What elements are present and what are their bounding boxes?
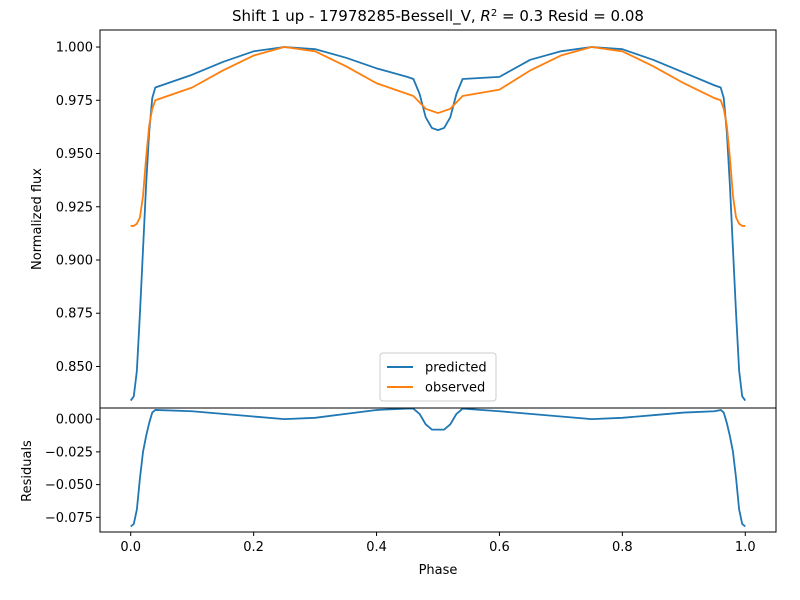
residuals-plot-frame [99, 407, 777, 533]
residuals-plot-panel: −0.075 −0.050 −0.025 0.000 0.0 0.2 0.4 0.6 0.8 1… [20, 407, 777, 578]
chart-title: Shift 1 up - 17978285-Bessell_V, R2 = 0.… [232, 7, 644, 26]
residuals-y-tick-label: −0.050 [45, 478, 93, 493]
residuals-y-tick-label: −0.075 [45, 511, 93, 526]
main-y-tick-label: 0.975 [56, 94, 93, 109]
x-tick-label: 0.0 [120, 540, 141, 555]
legend-predicted-label: predicted [425, 361, 487, 376]
x-tick-label: 0.6 [489, 540, 510, 555]
residuals-y-tick-label: −0.025 [45, 445, 93, 460]
x-tick-label: 0.4 [366, 540, 387, 555]
main-y-tick-label: 0.925 [56, 200, 93, 215]
series-line-observed [130, 46, 746, 227]
residual-line [130, 407, 746, 528]
residuals-y-tick-label: 0.000 [56, 413, 93, 428]
series-line-predicted [129, 46, 747, 402]
legend-box [379, 352, 497, 402]
main-y-tick-label: 1.000 [56, 41, 93, 56]
main-y-tick-label: 0.875 [56, 307, 93, 322]
residuals-y-axis-label: Residuals [20, 440, 35, 502]
main-y-axis-label: Normalized flux [30, 168, 45, 270]
main-y-tick-label: 0.850 [56, 360, 93, 375]
legend: predicted observed [379, 352, 497, 402]
main-y-tick-label: 0.900 [56, 253, 93, 268]
x-tick-label: 0.8 [612, 540, 633, 555]
x-axis-label: Phase [419, 563, 458, 578]
legend-observed-label: observed [425, 381, 485, 396]
main-y-tick-label: 0.950 [56, 147, 93, 162]
x-tick-label: 1.0 [735, 540, 756, 555]
x-tick-label: 0.2 [243, 540, 264, 555]
